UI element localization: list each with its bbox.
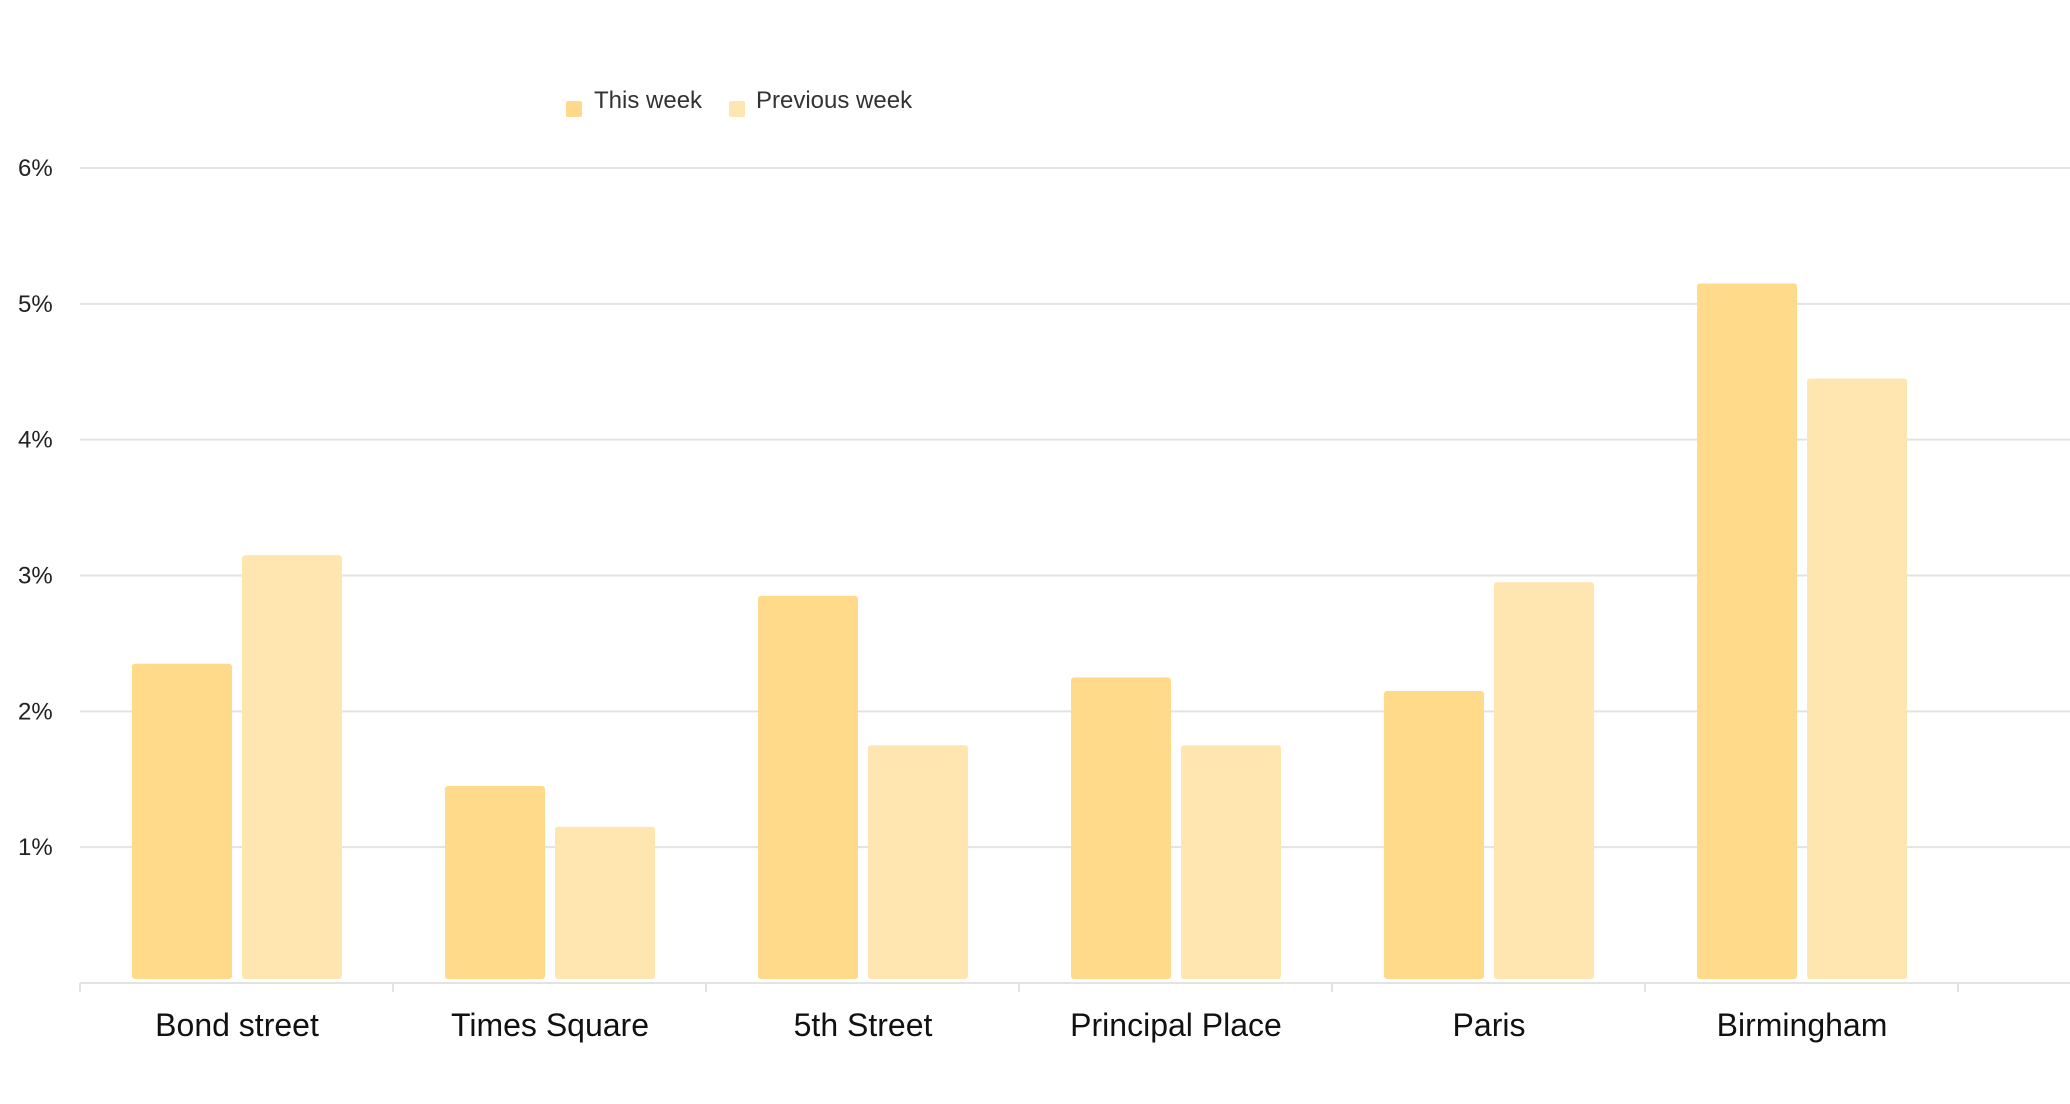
- bar-this-week-4: [1384, 690, 1484, 979]
- bar-previous-week-5: [1807, 378, 1907, 980]
- legend-label: Previous week: [756, 87, 913, 114]
- y-tick-label: 1%: [18, 834, 53, 861]
- bar-previous-week-2: [868, 745, 968, 979]
- y-tick-label: 5%: [18, 291, 53, 318]
- legend-swatch: [729, 101, 745, 117]
- x-tick-label: Principal Place: [1070, 1007, 1282, 1043]
- y-tick-label: 4%: [18, 427, 53, 454]
- bar-this-week-1: [445, 786, 545, 979]
- bar-previous-week-1: [555, 826, 655, 979]
- x-tick-label: 5th Street: [794, 1007, 933, 1043]
- bar-previous-week-0: [242, 555, 342, 979]
- legend-swatch: [566, 101, 582, 117]
- y-tick-label: 3%: [18, 563, 53, 590]
- x-tick-label: Times Square: [451, 1007, 649, 1043]
- legend-label: This week: [594, 87, 703, 114]
- bar-this-week-3: [1071, 677, 1171, 979]
- bar-this-week-2: [758, 595, 858, 979]
- x-axis: Bond street Times Square 5th Street Princip…: [79, 982, 2070, 1043]
- x-tick-label: Paris: [1453, 1007, 1526, 1043]
- legend: This week Previous week: [566, 87, 913, 117]
- x-tick-label: Bond street: [155, 1007, 319, 1043]
- bar-this-week-5: [1697, 283, 1797, 979]
- bars: [132, 283, 1907, 980]
- bar-previous-week-4: [1494, 582, 1594, 979]
- bar-previous-week-3: [1181, 745, 1281, 979]
- y-axis-ticks: 1% 2% 3% 4% 5% 6%: [18, 155, 53, 861]
- bar-this-week-0: [132, 663, 232, 979]
- y-tick-label: 2%: [18, 698, 53, 725]
- y-tick-label: 6%: [18, 155, 53, 182]
- x-tick-label: Birmingham: [1717, 1007, 1888, 1043]
